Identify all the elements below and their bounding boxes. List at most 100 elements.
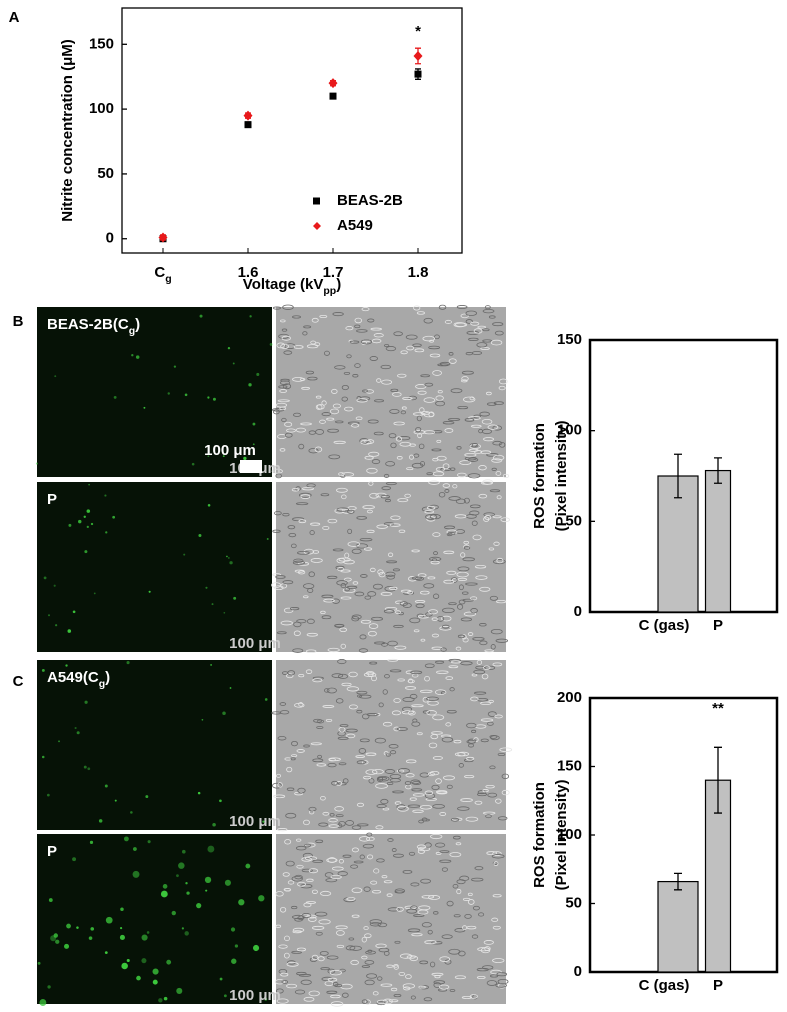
- cell: [458, 599, 466, 605]
- cell: [316, 403, 325, 410]
- cell: [352, 374, 359, 378]
- legend-label: BEAS-2B: [337, 192, 403, 209]
- cell: [392, 790, 404, 794]
- cell: [298, 443, 305, 450]
- cell: [292, 927, 305, 933]
- cell: [405, 974, 412, 980]
- cell: [404, 493, 411, 498]
- cell: [456, 571, 469, 578]
- cell: [311, 889, 318, 894]
- fluorescent-cell: [84, 550, 88, 554]
- cell: [464, 774, 475, 779]
- cell: [397, 678, 405, 682]
- cell: [487, 721, 494, 726]
- cell: [280, 972, 289, 977]
- cell: [395, 600, 404, 605]
- cell: [409, 797, 417, 801]
- cell: [411, 549, 420, 553]
- cell: [423, 583, 435, 589]
- cell: [279, 389, 287, 394]
- fluorescent-cell: [224, 879, 231, 886]
- cell: [360, 574, 368, 578]
- cell: [299, 377, 306, 381]
- cell: [377, 776, 390, 782]
- cell: [301, 868, 313, 873]
- cell: [355, 755, 365, 758]
- cell: [363, 886, 371, 892]
- cell: [368, 778, 375, 784]
- cell: [364, 455, 374, 460]
- cell: [369, 492, 379, 499]
- fluorescent-cell: [176, 987, 183, 994]
- fluorescent-cell: [229, 687, 232, 689]
- cell: [318, 822, 329, 827]
- error-bar: [714, 457, 722, 484]
- cell: [329, 813, 335, 817]
- cell: [474, 564, 487, 569]
- cell: [461, 376, 469, 382]
- fluorescent-cell: [136, 975, 141, 981]
- cell: [479, 623, 487, 627]
- cell: [377, 976, 383, 981]
- cell: [326, 990, 338, 994]
- cell: [338, 858, 344, 864]
- cell: [291, 754, 298, 758]
- cell: [330, 1001, 344, 1007]
- cell: [475, 575, 488, 580]
- fluorescent-cell: [219, 977, 223, 981]
- image-label: P: [47, 491, 57, 508]
- text-part: Voltage (kV: [243, 276, 324, 293]
- cell: [402, 706, 413, 712]
- cell: [295, 838, 302, 842]
- cell: [332, 548, 344, 552]
- cell: [386, 893, 393, 897]
- cell: [284, 839, 292, 845]
- cell: [482, 479, 494, 485]
- cell: [394, 645, 407, 650]
- cell: [377, 569, 384, 575]
- fluorescent-cell: [67, 629, 72, 633]
- cell: [286, 673, 294, 679]
- cell: [496, 495, 502, 500]
- cell: [315, 931, 323, 936]
- cell: [492, 559, 506, 565]
- cell: [281, 980, 289, 984]
- plot-frame: [121, 7, 463, 254]
- cell: [394, 940, 401, 944]
- error-bar: [674, 453, 682, 499]
- cell: [435, 842, 446, 848]
- cell: [465, 319, 473, 324]
- cell: [385, 461, 396, 467]
- cell: [338, 726, 346, 733]
- cell: [451, 817, 463, 822]
- cell: [393, 698, 401, 703]
- scale-text-small: 100 μm: [229, 987, 281, 1004]
- cell: [327, 762, 337, 768]
- cell: [443, 579, 455, 584]
- cell: [443, 550, 455, 555]
- fluorescent-cell: [258, 895, 265, 902]
- cell: [439, 850, 450, 854]
- cell: [294, 989, 306, 995]
- cell: [291, 488, 300, 492]
- cell: [373, 333, 384, 338]
- fluorescent-cell: [207, 845, 215, 853]
- cell: [456, 888, 462, 895]
- cell: [501, 789, 510, 796]
- cell: [361, 965, 371, 968]
- cell: [335, 814, 344, 818]
- text-part: ): [336, 276, 341, 293]
- cell: [473, 691, 487, 695]
- data-point: [158, 232, 168, 243]
- cell: [326, 955, 339, 960]
- cell: [341, 992, 349, 998]
- cell: [281, 417, 287, 423]
- cell: [411, 721, 421, 727]
- fluorescent-cell: [231, 958, 237, 964]
- annotation: *: [415, 23, 421, 40]
- cell: [321, 594, 334, 599]
- cell: [397, 805, 409, 812]
- fluorescent-cell: [76, 731, 80, 735]
- cell: [351, 847, 359, 853]
- cell: [364, 595, 372, 600]
